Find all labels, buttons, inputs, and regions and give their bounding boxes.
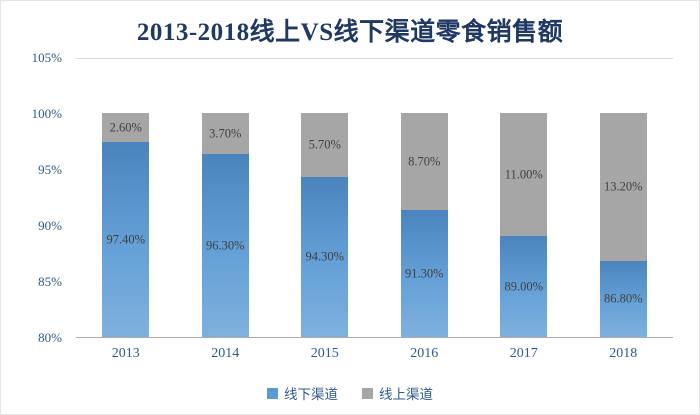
legend-swatch [267,387,278,399]
data-label-offline: 94.30% [305,249,345,264]
x-axis-label: 2014 [211,346,240,361]
data-label-online: 11.00% [504,167,543,182]
data-label-online: 2.60% [109,120,142,135]
data-label-online: 13.20% [603,179,643,194]
y-axis-label: 90% [38,218,62,233]
bar-segment-offline: 91.30% [400,210,448,337]
legend-swatch [362,387,373,399]
bar-segment-online: 13.20% [599,113,647,261]
y-axis-label: 105% [31,50,62,65]
bars-row: 2.60% 97.40% 3.70% 96.30% 5.70% 94.30% 8.70% 91… [76,59,673,337]
data-label-online: 5.70% [308,137,341,152]
bar-segment-offline: 86.80% [599,260,647,337]
y-axis-label: 100% [31,106,62,121]
bar-2014: 3.70% 96.30% [201,113,249,337]
bar-2016: 8.70% 91.30% [400,113,448,337]
y-axis: 80% 85% 90% 95% 100% 105% [1,51,69,345]
data-label-offline: 89.00% [504,279,544,294]
chart-title: 2013-2018线上VS线下渠道零食销售额 [136,19,564,46]
y-axis-label: 95% [38,162,62,177]
bar-segment-offline: 89.00% [500,236,548,337]
bar-segment-offline: 96.30% [201,154,249,337]
data-label-offline: 91.30% [404,266,444,281]
legend-label: 线下渠道 [284,387,338,402]
bar-2015: 5.70% 94.30% [301,113,349,337]
bar-2013: 2.60% 97.40% [102,113,150,337]
bar-segment-offline: 97.40% [102,142,150,337]
bar-2018: 13.20% 86.80% [599,113,647,337]
bar-segment-online: 3.70% [201,113,249,155]
x-axis-label: 2013 [111,346,140,361]
y-axis-label: 85% [38,274,62,289]
plot-area: 2.60% 97.40% 3.70% 96.30% 5.70% 94.30% 8.70% 91… [76,58,673,338]
data-label-offline: 96.30% [205,238,245,253]
legend-label: 线上渠道 [379,387,433,402]
x-axis-label: 2015 [310,346,339,361]
bar-segment-online: 2.60% [102,113,150,143]
x-axis-label: 2018 [609,346,638,361]
data-label-online: 8.70% [408,154,441,169]
bar-2017: 11.00% 89.00% [500,113,548,337]
legend-item: 线上渠道 [362,383,433,403]
x-axis-label: 2017 [509,346,538,361]
x-axis-label: 2016 [410,346,439,361]
data-label-offline: 97.40% [106,232,146,247]
bar-segment-online: 5.70% [301,113,349,177]
bar-segment-online: 11.00% [500,113,548,237]
y-axis-label: 80% [38,330,62,345]
x-axis: 2013 2014 2015 2016 2017 2018 [76,346,673,362]
legend-item: 线下渠道 [267,383,338,403]
data-label-online: 3.70% [209,126,242,141]
legend: 线下渠道 线上渠道 [1,383,699,403]
data-label-offline: 86.80% [603,291,643,306]
bar-segment-offline: 94.30% [301,176,349,337]
bar-segment-online: 8.70% [400,113,448,211]
